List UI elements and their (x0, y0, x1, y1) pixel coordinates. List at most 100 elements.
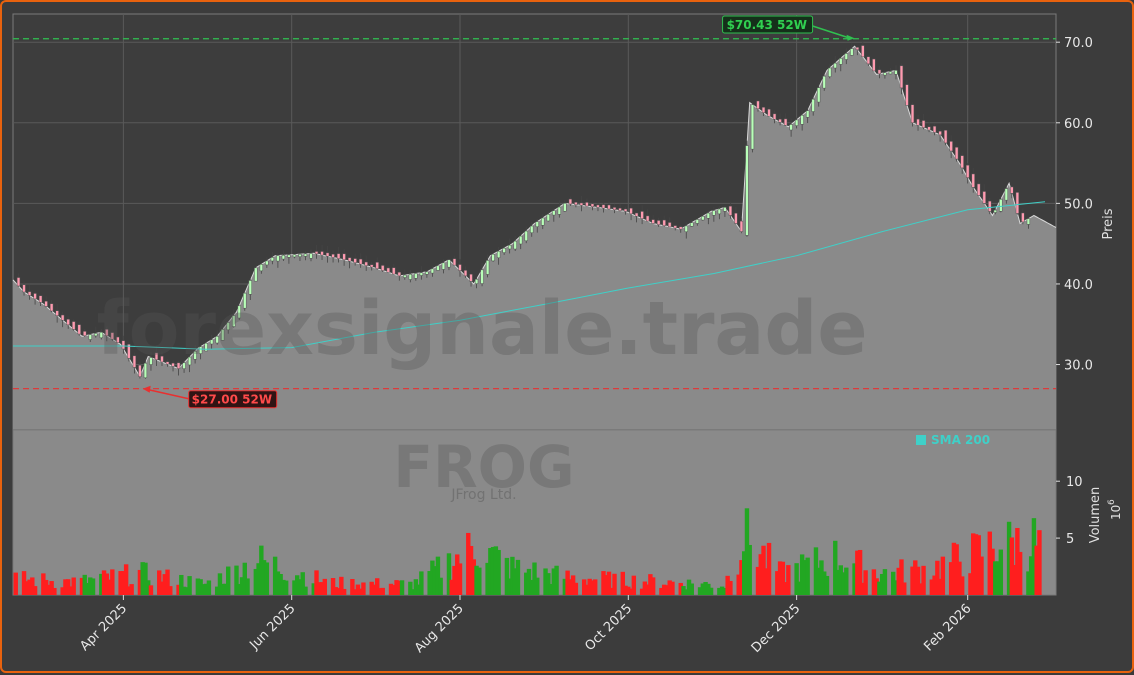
volume-bar (971, 533, 976, 595)
candle-body (496, 250, 501, 258)
high-52w-annotation: $70.43 52W (722, 15, 855, 41)
candle-body (988, 200, 992, 212)
candle-body (618, 207, 622, 211)
volume-bar (860, 582, 866, 595)
candle-body (750, 104, 755, 150)
volume-bar (535, 577, 540, 595)
volume-bar (419, 571, 424, 595)
volume-bar (264, 562, 270, 595)
candle-body (491, 253, 495, 262)
volume-bar (786, 565, 791, 595)
candle-body (563, 203, 567, 212)
volume-bar (612, 573, 617, 595)
volume-bar (841, 572, 846, 595)
candle-body (921, 120, 926, 128)
candle-body (303, 253, 308, 257)
watermark-ticker: FROG (393, 433, 574, 501)
candle-body (883, 72, 887, 76)
candle-body (204, 342, 208, 352)
candle-body (888, 71, 893, 75)
volume-bar (60, 587, 65, 595)
volume-bar (835, 569, 841, 595)
x-tick-label: Jun 2025 (247, 601, 299, 653)
candle-body (640, 211, 644, 219)
x-tick-label: Apr 2025 (77, 601, 130, 654)
volume-bar (568, 579, 573, 595)
volume-bar (206, 580, 212, 595)
candle-body (949, 141, 953, 152)
candle-body (800, 115, 804, 125)
volume-bar (626, 586, 631, 595)
candle-body (474, 279, 479, 284)
low-52w-arrowhead (142, 385, 151, 393)
candle-body (546, 214, 550, 222)
price-tick-label: 50.0 (1064, 197, 1093, 212)
candle-body (723, 207, 727, 212)
volume-bar (742, 551, 747, 595)
candle-body (701, 216, 705, 221)
candle-body (828, 67, 832, 77)
candle-body (756, 100, 760, 109)
candle-body (259, 264, 263, 272)
volume-bar (661, 584, 667, 595)
volume-bar (664, 585, 670, 595)
high-52w-box (722, 15, 814, 34)
volume-bar (526, 568, 532, 595)
volume-bar (242, 562, 247, 595)
candle-body (342, 253, 346, 261)
volume-bar (813, 547, 819, 595)
candle-body (198, 346, 203, 354)
volume-bar (214, 586, 220, 595)
volume-bar (562, 578, 568, 595)
volume-bar (703, 581, 708, 595)
candle-body (938, 130, 942, 136)
candle-body (425, 271, 429, 275)
candle-body (419, 272, 424, 276)
volume-bar (118, 571, 123, 595)
candle-body (541, 217, 545, 226)
volume-bar (604, 575, 609, 595)
volume-bar (336, 588, 341, 595)
candle-body (822, 75, 826, 89)
candle-body (298, 253, 302, 257)
candle-body (866, 56, 871, 65)
volume-bar (747, 544, 752, 595)
candle-body (601, 204, 606, 209)
volume-bar (623, 585, 628, 595)
volume-bar (587, 578, 592, 595)
volume-bar (976, 535, 981, 595)
candle-body (662, 219, 666, 227)
volume-tick-label: 5 (1066, 532, 1074, 547)
volume-bar (844, 567, 849, 595)
volume-bar (852, 563, 857, 595)
volume-bar (41, 573, 46, 595)
high-52w-arrowhead (846, 34, 855, 41)
candle-body (623, 208, 628, 212)
volume-bar (399, 580, 405, 595)
price-axis-ticks: 30.0 40.0 50.0 60.0 70.0 (1056, 36, 1093, 374)
volume-bar (697, 587, 703, 595)
volume-bar (369, 581, 374, 595)
candle-body (508, 244, 512, 250)
volume-bar (1031, 518, 1037, 595)
volume-bar (1012, 564, 1017, 595)
volume-bar (1034, 545, 1039, 595)
volume-bar (590, 580, 595, 595)
volume-bar (24, 581, 29, 595)
volume-bar (1037, 530, 1042, 595)
volume-bar (352, 589, 358, 595)
candle-body (806, 110, 810, 118)
volume-bar (548, 583, 554, 595)
volume-bar (871, 569, 877, 595)
candle-body (27, 291, 32, 296)
volume-bar (739, 560, 744, 595)
volume-bar (239, 577, 245, 595)
volume-bar (719, 586, 725, 595)
volume-bar (457, 563, 463, 595)
volume-bar (27, 579, 32, 595)
volume-bar (593, 579, 598, 595)
volume-bar (157, 570, 162, 595)
volume-bar (645, 584, 650, 595)
volume-bar (493, 546, 499, 595)
